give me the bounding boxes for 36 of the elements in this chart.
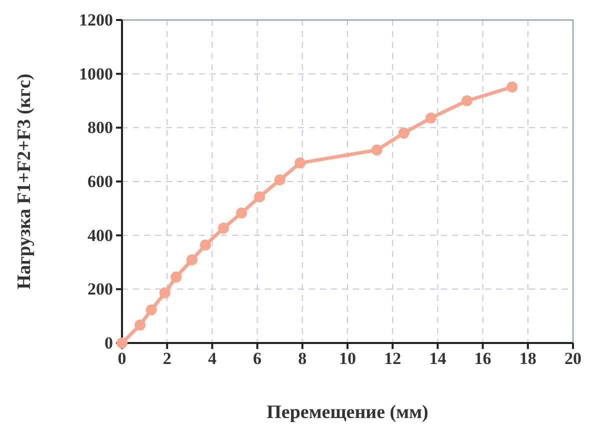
y-tick-label: 1200 bbox=[79, 10, 113, 30]
x-tick-label: 8 bbox=[298, 349, 307, 368]
x-tick-label: 0 bbox=[118, 349, 126, 368]
x-tick-label: 2 bbox=[162, 349, 172, 368]
point bbox=[462, 95, 473, 106]
y-tick-label: 800 bbox=[88, 118, 113, 138]
y-tick-label: 200 bbox=[88, 280, 113, 299]
y-tick-label: 1000 bbox=[79, 64, 113, 84]
point bbox=[159, 287, 170, 298]
point bbox=[274, 174, 286, 186]
point bbox=[254, 191, 266, 202]
point bbox=[425, 112, 436, 124]
point bbox=[186, 254, 198, 266]
point bbox=[371, 144, 382, 156]
y-axis-title: Нагрузка F1+F2+F3 (кгс) bbox=[14, 74, 35, 290]
x-tick-label: 6 bbox=[253, 349, 262, 368]
x-tick-label: 4 bbox=[208, 349, 217, 368]
y-tick-label: 600 bbox=[88, 172, 113, 191]
x-tick-label: 20 bbox=[564, 349, 582, 368]
y-tick-label: 400 bbox=[88, 226, 113, 245]
point bbox=[200, 240, 211, 251]
point bbox=[294, 157, 306, 168]
x-tick-label: 18 bbox=[519, 349, 536, 368]
y-tick-label: 0 bbox=[104, 333, 113, 352]
x-tick-label: 12 bbox=[384, 349, 402, 368]
point bbox=[236, 208, 248, 218]
point bbox=[134, 319, 146, 330]
point bbox=[146, 304, 157, 316]
point bbox=[170, 272, 182, 283]
x-tick-label: 16 bbox=[474, 349, 492, 368]
point bbox=[506, 82, 518, 93]
point bbox=[398, 128, 410, 139]
x-axis-title: Перемещение (мм) bbox=[266, 402, 428, 423]
x-tick-label: 14 bbox=[429, 349, 447, 368]
point bbox=[218, 222, 229, 234]
x-tick-label: 10 bbox=[339, 349, 356, 368]
